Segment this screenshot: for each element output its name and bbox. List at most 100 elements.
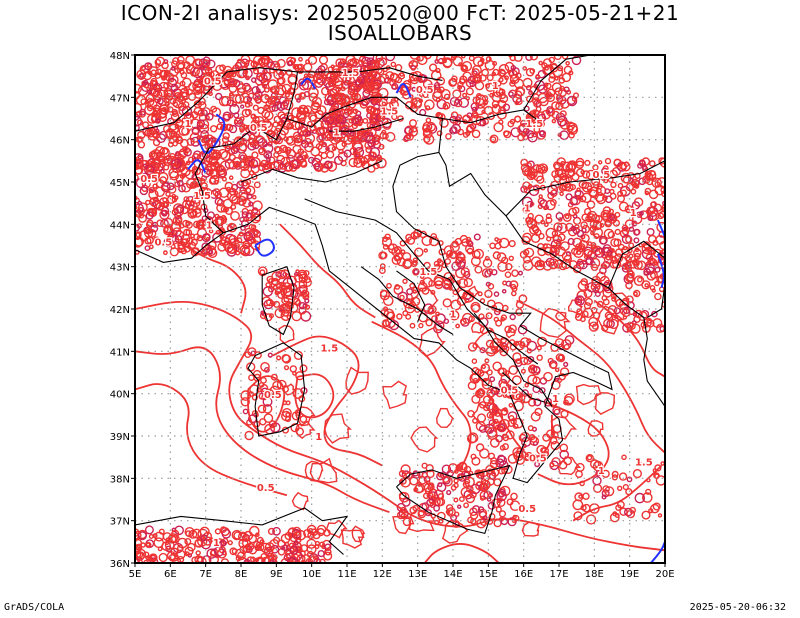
y-tick-label: 38N: [110, 474, 130, 485]
isallobar-contour-blob: [560, 258, 572, 270]
isallobar-contour-blob: [528, 453, 538, 463]
isallobar-contour-blob: [603, 228, 615, 240]
isallobar-contour-blob: [306, 538, 317, 549]
isallobar-contour-blob: [239, 128, 245, 133]
isallobar-contour-blob: [205, 112, 214, 121]
isallobar-contour-blob: [206, 66, 211, 72]
isallobar-contour-blob: [455, 323, 460, 329]
isallobar-contour-blob: [435, 311, 440, 317]
isallobar-contour-blob: [508, 255, 514, 261]
isallobar-contour-blob: [418, 475, 427, 485]
isallobar-contour-blob: [201, 215, 208, 222]
isallobar-contour-blob: [188, 92, 197, 101]
isallobar-contour-blob: [136, 69, 147, 80]
isallobar-contour-blob: [167, 232, 173, 238]
isallobar-contour-blob: [170, 83, 179, 92]
isallobar-contour-blob: [502, 393, 508, 398]
isallobar-contour-blob: [410, 125, 418, 133]
isallobar-contour-blob: [604, 157, 612, 165]
isallobar-contour-blob: [263, 366, 270, 373]
isallobar-contour-blob: [570, 225, 576, 232]
isallobar-contour-blob: [381, 117, 392, 129]
isallobar-contour-blob: [219, 234, 225, 240]
isallobar-contour-blob: [411, 86, 417, 92]
isallobar-contour-blob: [587, 241, 593, 247]
coastline-border: [135, 232, 224, 263]
isallobar-contour-blob: [166, 551, 177, 561]
isallobar-contour-blob: [419, 274, 425, 280]
isallobar-contour-blob: [444, 258, 452, 265]
isallobar-contour-blob: [335, 86, 342, 93]
isallobar-contour-blob: [298, 92, 307, 100]
isallobar-contour-blob: [196, 67, 207, 78]
isallobar-contour-blob: [248, 223, 255, 231]
coastline-border: [360, 266, 454, 335]
isallobar-contour-blob: [170, 66, 176, 71]
isallobar-contour-blob: [571, 96, 578, 102]
x-tick-label: 5E: [129, 569, 142, 580]
isallobar-contour-blob: [442, 298, 452, 308]
isallobar-contour-blob: [421, 502, 430, 511]
isallobar-contour-blob: [220, 540, 227, 547]
isallobar-contour-blob: [603, 283, 614, 294]
isallobar-contour-blob: [617, 485, 623, 491]
isallobar-contour-blob: [257, 404, 267, 414]
isallobar-contour-blob: [458, 78, 466, 85]
isallobar-contour-blob: [406, 132, 414, 141]
isallobar-contour-blob: [563, 254, 573, 263]
contour-value-label: 1.5: [525, 119, 543, 130]
isallobar-contour-blob: [356, 65, 363, 72]
isallobar-contour-blob: [626, 270, 635, 279]
isallobar-contour-blob: [142, 70, 153, 81]
isallobar-contour-blob: [412, 267, 420, 276]
coastline-border: [473, 312, 539, 365]
isallobar-contour-blob: [142, 551, 150, 558]
isallobar-contour-blob: [170, 60, 178, 68]
isallobar-contour-blob: [625, 235, 633, 244]
isallobar-contour-blob: [502, 407, 508, 412]
isallobar-contour-loop: [410, 426, 439, 453]
isallobar-contour-loop: [294, 420, 316, 439]
isallobar-contour-blob: [588, 186, 599, 197]
isallobar-contour-blob: [463, 502, 469, 509]
isallobar-contour-blob: [172, 140, 178, 147]
isallobar-contour-blob: [478, 313, 485, 320]
isallobar-contour-blob: [624, 272, 635, 283]
isallobar-contour-blob: [194, 58, 203, 67]
isallobar-contour-blob: [262, 121, 274, 132]
isallobar-contour-blob: [170, 534, 180, 544]
y-tick-label: 48N: [110, 51, 130, 62]
isallobar-contour-blob: [135, 548, 147, 560]
isallobar-contour-blob: [428, 482, 435, 489]
isallobar-contour-blob: [546, 236, 552, 242]
isallobar-contour-blob: [317, 65, 326, 74]
isallobar-contour-blob: [581, 170, 591, 179]
isallobar-contour-blob: [475, 443, 485, 452]
isallobar-contour-line: [247, 375, 286, 433]
isallobar-contour-blob: [272, 284, 278, 290]
isallobar-contour-blob: [536, 354, 543, 361]
isallobar-contour-blob: [255, 97, 262, 104]
isallobar-contour-blob: [484, 60, 496, 71]
isallobar-contour-blob: [135, 83, 142, 94]
isallobar-contour-blob: [569, 196, 579, 206]
isallobar-contour-blob: [135, 153, 144, 164]
isallobar-contour-blob: [496, 252, 507, 262]
isallobar-contour-blob: [231, 548, 238, 555]
isallobar-contour-blob: [279, 125, 289, 136]
isallobar-contour-blob: [135, 203, 144, 213]
isallobar-contour-blob: [440, 88, 451, 100]
isallobar-contour-blob: [243, 63, 249, 69]
isallobar-contour-blob: [654, 473, 660, 479]
isallobar-contour-blob: [618, 201, 629, 212]
contour-value-label: 0.5: [140, 174, 158, 185]
isallobar-contour-blob: [423, 248, 428, 253]
coastline-border: [286, 67, 443, 119]
isallobar-contour-blob: [646, 172, 654, 180]
isallobar-contour-blob: [500, 517, 509, 526]
isallobar-contour-blob: [624, 205, 633, 214]
isallobar-contour-blob: [524, 382, 530, 388]
isallobar-contour-blob: [146, 89, 153, 95]
isallobar-contour-blob: [144, 62, 153, 71]
